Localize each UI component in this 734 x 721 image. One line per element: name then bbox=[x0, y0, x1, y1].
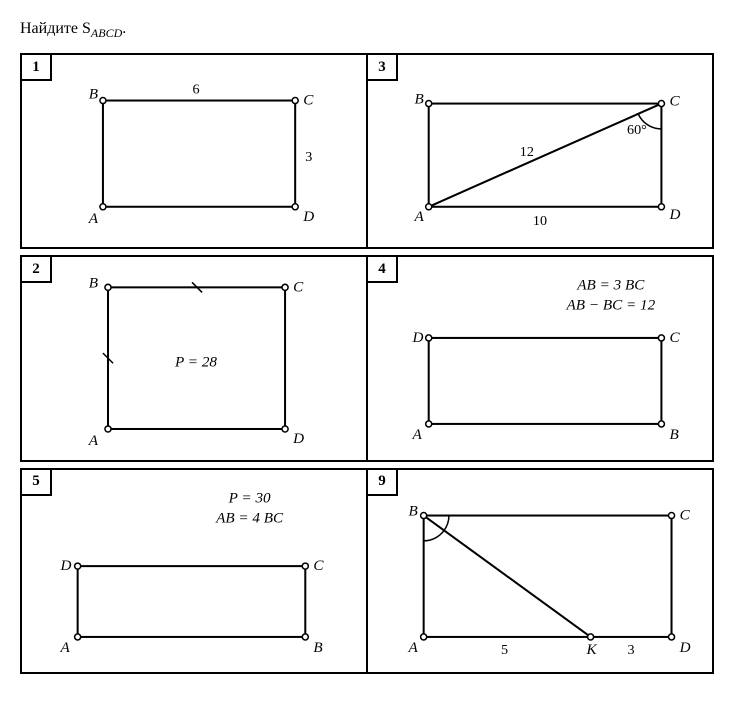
figure-2: B C A D P = 28 bbox=[22, 257, 366, 459]
label-K: K bbox=[586, 641, 598, 658]
label-A: A bbox=[414, 208, 425, 225]
value-angle: 60° bbox=[627, 122, 647, 138]
label-D: D bbox=[679, 639, 691, 656]
panel-2: 2 B C A D P = 28 bbox=[22, 257, 368, 459]
panel-number: 4 bbox=[366, 255, 398, 283]
panel-number: 1 bbox=[20, 53, 52, 81]
heading-end: . bbox=[122, 20, 126, 37]
label-B: B bbox=[670, 427, 679, 444]
panel-number: 5 bbox=[20, 468, 52, 496]
label-C: C bbox=[303, 92, 314, 109]
panel-5: 5 D C A B P = 30 AB = 4 BC bbox=[22, 470, 368, 672]
label-A: A bbox=[88, 210, 99, 227]
label-D: D bbox=[292, 431, 304, 448]
eq-P: P = 28 bbox=[174, 354, 217, 371]
page-title: Найдите SABCD. bbox=[20, 20, 714, 41]
label-A: A bbox=[412, 427, 423, 444]
value-AC: 12 bbox=[520, 144, 534, 160]
label-B: B bbox=[89, 275, 98, 292]
label-D: D bbox=[412, 329, 424, 346]
label-C: C bbox=[313, 557, 324, 574]
panel-number: 3 bbox=[366, 53, 398, 81]
label-B: B bbox=[408, 502, 417, 519]
grid-row: 1 B C A D 6 3 3 bbox=[20, 53, 714, 249]
label-D: D bbox=[302, 208, 314, 225]
eq-P: P = 30 bbox=[228, 489, 271, 506]
figure-3: B C A D 12 10 60° bbox=[368, 55, 712, 247]
label-A: A bbox=[59, 639, 70, 656]
value-KD: 3 bbox=[628, 642, 635, 658]
label-C: C bbox=[670, 93, 681, 110]
label-A: A bbox=[407, 639, 418, 656]
figure-1: B C A D 6 3 bbox=[22, 55, 366, 247]
problems-grid: 1 B C A D 6 3 3 bbox=[20, 53, 714, 674]
eq-1: AB = 3 BC bbox=[576, 277, 645, 294]
figure-9: B C A D K 5 3 bbox=[368, 470, 712, 672]
label-C: C bbox=[293, 279, 304, 296]
grid-row: 2 B C A D P = 28 4 bbox=[20, 255, 714, 461]
label-D: D bbox=[669, 206, 681, 223]
panel-1: 1 B C A D 6 3 bbox=[22, 55, 368, 247]
panel-number: 9 bbox=[366, 468, 398, 496]
value-BC: 6 bbox=[192, 82, 199, 98]
label-B: B bbox=[313, 639, 322, 656]
value-AK: 5 bbox=[501, 642, 508, 658]
panel-number: 2 bbox=[20, 255, 52, 283]
figure-5: D C A B P = 30 AB = 4 BC bbox=[22, 470, 366, 672]
label-B: B bbox=[415, 91, 424, 108]
value-CD: 3 bbox=[305, 149, 312, 165]
label-A: A bbox=[88, 433, 99, 450]
panel-3: 3 B C A D 12 10 60° bbox=[368, 55, 712, 247]
panel-4: 4 D C A B AB = 3 BC AB − BC = 12 bbox=[368, 257, 712, 459]
heading-text: Найдите S bbox=[20, 20, 91, 37]
value-AD: 10 bbox=[533, 213, 547, 229]
label-C: C bbox=[680, 506, 691, 523]
label-B: B bbox=[89, 86, 98, 103]
heading-sub: ABCD bbox=[91, 26, 122, 40]
panel-9: 9 B C A D K 5 3 bbox=[368, 470, 712, 672]
label-C: C bbox=[670, 329, 681, 346]
eq-AB: AB = 4 BC bbox=[215, 509, 284, 526]
label-D: D bbox=[59, 557, 71, 574]
figure-4: D C A B AB = 3 BC AB − BC = 12 bbox=[368, 257, 712, 459]
grid-row: 5 D C A B P = 30 AB = 4 BC 9 bbox=[20, 468, 714, 674]
eq-2: AB − BC = 12 bbox=[565, 297, 655, 314]
